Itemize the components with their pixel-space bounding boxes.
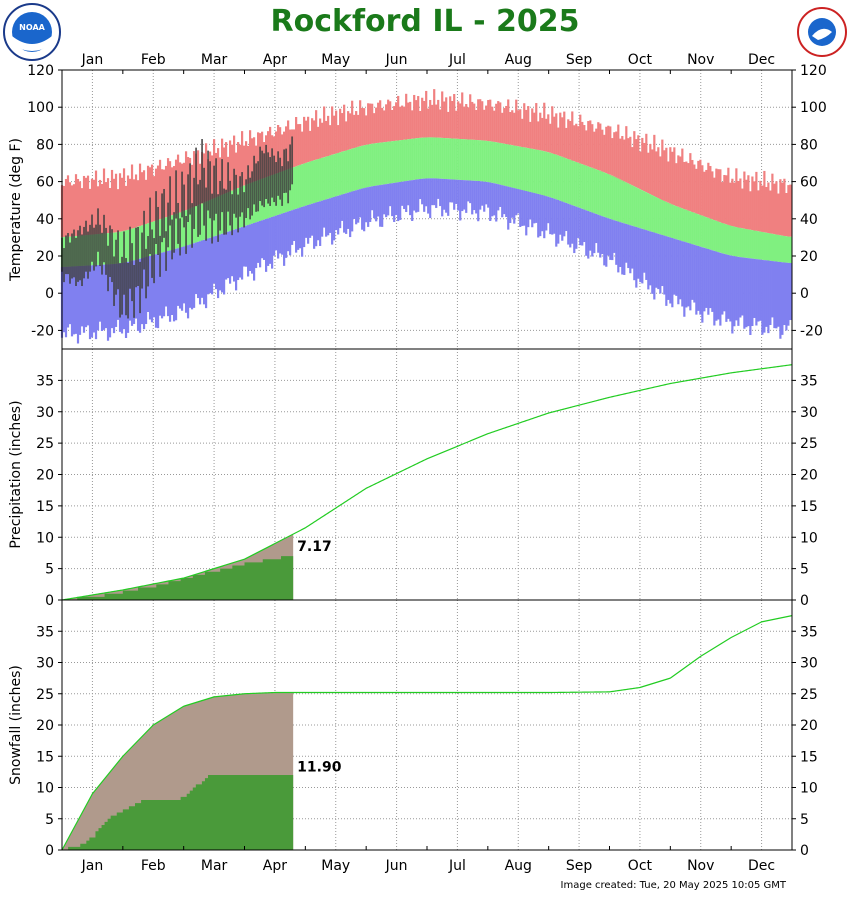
y-tick-label: 5 <box>45 562 54 578</box>
y-tick-label: 15 <box>36 749 54 765</box>
observed-accumulation-fill <box>62 775 294 850</box>
month-label: May <box>321 52 350 68</box>
observed-total-label: 11.90 <box>297 760 342 776</box>
y-tick-label: 20 <box>800 468 818 484</box>
month-label: Aug <box>505 858 532 874</box>
y-tick-label: 25 <box>36 687 54 703</box>
y-tick-label: 120 <box>800 63 827 79</box>
y-tick-label: 15 <box>36 499 54 515</box>
y-tick-label: 10 <box>36 781 54 797</box>
chart-title: Rockford IL - 2025 <box>270 4 580 39</box>
y-tick-label: 20 <box>36 249 54 265</box>
month-label: Sep <box>566 858 593 874</box>
month-label: Mar <box>201 52 228 68</box>
y-tick-label: 0 <box>45 593 54 609</box>
y-tick-label: 20 <box>36 718 54 734</box>
month-label: Nov <box>687 858 714 874</box>
y-tick-label: 30 <box>800 405 818 421</box>
y-tick-label: 5 <box>800 812 809 828</box>
month-label: Nov <box>687 52 714 68</box>
observed-total-label: 7.17 <box>297 539 332 555</box>
month-label: Feb <box>141 858 166 874</box>
y-tick-label: 120 <box>27 63 54 79</box>
month-label: Jul <box>448 52 466 68</box>
y-axis-label: Precipitation (inches) <box>8 400 24 548</box>
y-tick-label: 30 <box>800 656 818 672</box>
month-label: Jan <box>81 52 104 68</box>
y-tick-label: 0 <box>800 593 809 609</box>
month-label: Jun <box>385 52 408 68</box>
month-label: Apr <box>263 858 287 874</box>
y-tick-label: 5 <box>45 812 54 828</box>
noaa-logo: NOAA <box>3 3 61 61</box>
month-label: Jul <box>448 858 466 874</box>
month-label: Apr <box>263 52 287 68</box>
month-label: Mar <box>201 858 228 874</box>
y-tick-label: -20 <box>800 323 823 339</box>
national-weather-service-logo <box>797 7 847 57</box>
y-tick-label: 25 <box>800 436 818 452</box>
y-tick-label: 25 <box>800 687 818 703</box>
y-tick-label: 35 <box>36 624 54 640</box>
y-tick-label: 40 <box>36 212 54 228</box>
y-tick-label: 30 <box>36 405 54 421</box>
month-label: Sep <box>566 52 593 68</box>
month-label: Jun <box>385 858 408 874</box>
y-tick-label: 80 <box>36 137 54 153</box>
month-label: Dec <box>748 52 775 68</box>
y-tick-label: 20 <box>800 718 818 734</box>
y-tick-label: 35 <box>800 373 818 389</box>
month-label: May <box>321 858 350 874</box>
y-tick-label: 25 <box>36 436 54 452</box>
y-tick-label: 10 <box>800 530 818 546</box>
y-tick-label: 60 <box>36 175 54 191</box>
y-tick-label: 15 <box>800 749 818 765</box>
panel-frame <box>61 348 793 601</box>
month-label: Feb <box>141 52 166 68</box>
y-tick-label: 10 <box>36 530 54 546</box>
y-tick-label: 100 <box>27 100 54 116</box>
observed-accumulation-fill <box>62 555 294 600</box>
normal-accumulation-line <box>61 364 793 601</box>
month-label: Oct <box>628 858 653 874</box>
y-tick-label: 100 <box>800 100 827 116</box>
y-tick-label: 35 <box>800 624 818 640</box>
y-tick-label: 60 <box>800 175 818 191</box>
y-tick-label: 5 <box>800 562 809 578</box>
y-tick-label: -20 <box>31 323 54 339</box>
y-tick-label: 35 <box>36 373 54 389</box>
month-label: Dec <box>748 858 775 874</box>
month-label: Jan <box>81 858 104 874</box>
svg-text:NOAA: NOAA <box>19 23 45 32</box>
y-tick-label: 10 <box>800 781 818 797</box>
y-tick-label: 20 <box>36 468 54 484</box>
y-tick-label: 0 <box>800 843 809 859</box>
y-tick-label: 30 <box>36 656 54 672</box>
month-label: Oct <box>628 52 653 68</box>
y-tick-label: 20 <box>800 249 818 265</box>
y-tick-label: 15 <box>800 499 818 515</box>
normal-accumulation-line <box>61 615 793 851</box>
y-tick-label: 0 <box>45 286 54 302</box>
y-tick-label: 80 <box>800 137 818 153</box>
y-tick-label: 40 <box>800 212 818 228</box>
month-label: Aug <box>505 52 532 68</box>
y-axis-label: Snowfall (inches) <box>8 665 24 785</box>
y-tick-label: 0 <box>45 843 54 859</box>
y-axis-label: Temperature (deg F) <box>8 138 24 282</box>
y-tick-label: 0 <box>800 286 809 302</box>
image-created-note: Image created: Tue, 20 May 2025 10:05 GM… <box>560 880 786 891</box>
